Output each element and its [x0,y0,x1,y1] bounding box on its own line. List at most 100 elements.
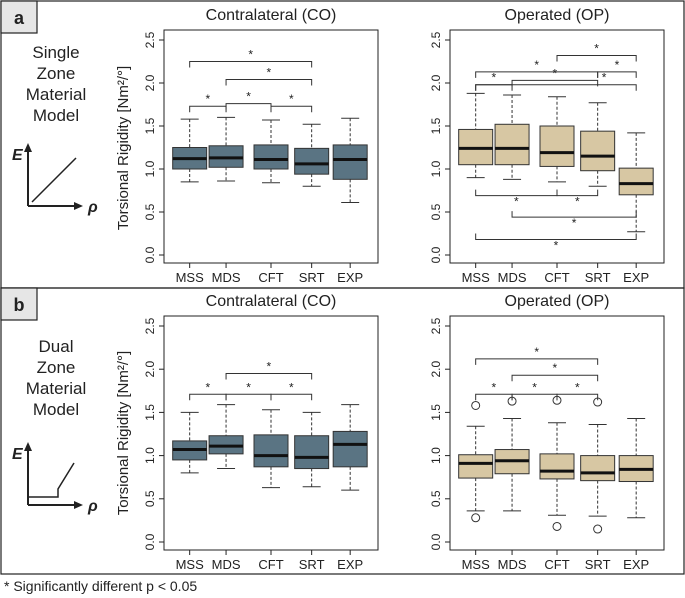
box-MSS [458,425,494,512]
sig-star: * [248,48,253,62]
sig-bracket: * [511,380,558,401]
sig-bracket-line [475,393,513,401]
sig-bracket-line [225,393,272,401]
outlier-point [471,513,481,523]
sig-bracket: * [270,92,313,113]
row-label-line: Dual [39,337,74,356]
box-CFT [539,422,575,516]
box-iqr [332,430,368,468]
y-tick-label: 0.5 [143,490,157,507]
sig-bracket: * [475,71,513,91]
box-EXP [332,404,368,491]
sig-bracket: * [270,380,313,401]
y-tick-label: 0.0 [429,533,443,550]
sig-bracket: * [475,71,637,91]
sig-bracket-line [475,358,599,365]
sig-star: * [267,360,272,374]
panel-badge-a [0,0,38,34]
mini-y-arrow [24,442,32,451]
sig-star: * [514,195,519,209]
sig-star: * [575,195,580,209]
sig-bracket: * [475,233,637,253]
sig-star: * [246,380,251,394]
sig-bracket-line [270,393,313,401]
mini-curve [31,157,77,203]
sig-star: * [575,380,580,394]
y-tick-label: 1.0 [143,447,157,464]
sig-bracket-line [475,84,513,91]
box-iqr [332,144,368,180]
sig-star: * [289,92,294,106]
sig-bracket-line [475,233,637,241]
sig-bracket-line [225,79,313,86]
sig-star: * [492,380,497,394]
row-label-line: Material [26,85,86,104]
plot-2: Contralateral (CO) 0.0 0.5 1.0 1.5 2.0 2.5 MSS M… [143,293,379,572]
sig-bracket: * [511,66,599,87]
sig-star: * [289,380,294,394]
mini-y-symbol: E [12,147,24,164]
sig-bracket-line [189,105,227,113]
row-label-line: Single [32,43,79,62]
sig-bracket-line [597,71,637,78]
x-tick-label: MSS [176,557,205,572]
mini-graph-a: Eρ [12,143,98,216]
y-axis-label: Torsional Rigidity [Nm²/°] [115,351,132,515]
box-CFT [253,119,289,184]
x-tick-label: MSS [462,270,491,285]
footnote: * Significantly different p < 0.05 [4,578,198,594]
sig-bracket: * [225,380,272,401]
sig-bracket-line [475,84,637,91]
sig-bracket-line [556,189,599,197]
y-tick-label: 2.0 [143,74,157,91]
plot-title: Contralateral (CO) [206,293,337,310]
box-EXP [618,417,654,519]
box-MDS [494,94,530,180]
box-MSS [172,118,208,183]
y-tick-label: 2.5 [143,31,157,48]
sig-bracket: * [556,189,599,209]
sig-bracket-line [556,54,637,62]
sig-bracket: * [189,380,227,401]
outlier-point [552,521,562,531]
sig-bracket-line [270,105,313,113]
mini-y-symbol: E [12,446,24,463]
sig-bracket: * [556,41,637,62]
sig-bracket-line [225,103,272,110]
mini-curve [28,462,75,498]
box-MSS [172,411,208,474]
row-label-line: Zone [37,64,76,83]
sig-bracket: * [597,58,637,78]
row-label-line: Model [33,106,79,125]
y-tick-label: 1.5 [143,117,157,134]
y-tick-label: 1.5 [143,404,157,421]
plot-1: Operated (OP) 0.0 0.5 1.0 1.5 2.0 2.5 MSS MDS CFT… [429,7,665,285]
panel-badge-b [0,287,38,321]
sig-bracket-line [189,61,313,68]
y-tick-label: 1.0 [429,447,443,464]
row-label-line: Zone [37,358,76,377]
y-tick-label: 1.0 [143,160,157,177]
box-SRT [580,102,616,187]
sig-bracket-line [556,393,599,401]
x-tick-label: EXP [623,557,649,572]
x-tick-label: EXP [337,270,363,285]
panel-letter-b: b [14,295,25,315]
sig-bracket: * [189,92,227,113]
box-SRT [294,411,330,488]
sig-bracket-line [511,211,637,218]
sig-bracket: * [189,48,313,68]
sig-bracket: * [225,66,313,86]
x-tick-label: EXP [337,557,363,572]
box-SRT [580,423,616,517]
row-label-line: Model [33,400,79,419]
plot-title: Operated (OP) [505,293,610,310]
sig-star: * [267,66,272,80]
y-tick-label: 2.0 [429,74,443,91]
y-tick-label: 1.5 [429,404,443,421]
y-axis-label: Torsional Rigidity [Nm²/°] [115,66,132,230]
plot-title: Contralateral (CO) [206,7,337,24]
sig-star: * [534,58,539,72]
box-MDS [208,116,244,182]
